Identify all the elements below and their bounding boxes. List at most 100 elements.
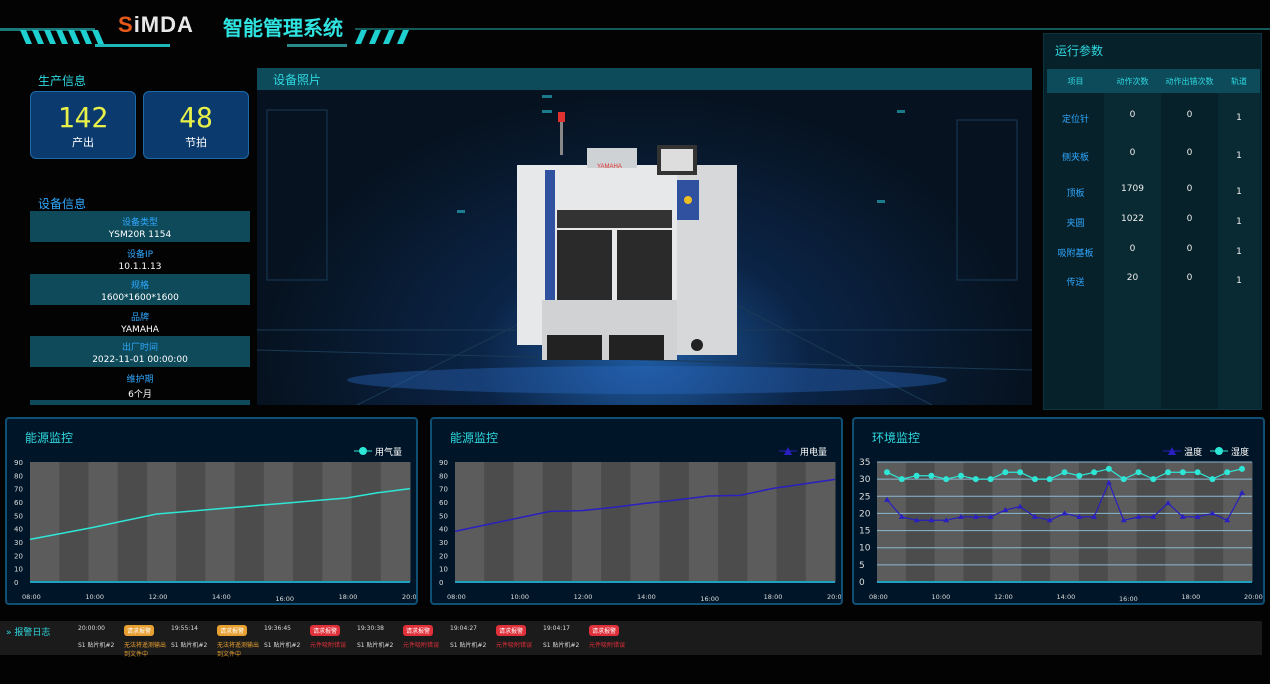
param-value: 0: [1129, 148, 1136, 158]
data-point: [1120, 517, 1127, 523]
column-header: 动作次数: [1116, 77, 1149, 86]
device-field-key: 规格: [130, 281, 149, 291]
chart-title: 能源监控: [25, 431, 74, 445]
plot-band: [1165, 462, 1195, 582]
x-tick-label: 14:00: [1057, 593, 1076, 601]
y-tick-label: 5: [859, 561, 865, 571]
legend-item[interactable]: 温度: [1163, 445, 1202, 458]
param-value: 20: [1126, 273, 1139, 283]
param-value: 0: [1186, 148, 1193, 158]
y-tick-label: 30: [14, 539, 23, 547]
alarm-badge: 请求报警: [496, 625, 527, 636]
device-field-key: 品牌: [130, 313, 149, 323]
device-field: 设备IP 10.1.1.13: [30, 243, 250, 274]
data-point: [1091, 469, 1098, 476]
x-tick-label: 08:00: [22, 593, 41, 601]
x-tick-label: 18:00: [1182, 593, 1201, 601]
alarm-entry[interactable]: 19:55:14 请求报警 S1 贴片机#2 无法将遥测输出到文件中: [171, 625, 264, 658]
x-tick-label: 20:00: [1244, 593, 1263, 601]
photo-title: 设备照片: [257, 68, 1032, 90]
device-field-key: 设备IP: [126, 250, 154, 260]
data-point: [972, 476, 979, 483]
data-point: [1194, 469, 1201, 476]
alarm-entry[interactable]: 19:36:45 请求报警 S1 贴片机#2 元件吸附错误: [264, 625, 357, 649]
chart-plot: 0 10 20 30 40 50 60 70 80 90 08:00 10:00 12:00 14:00 1…: [439, 459, 841, 603]
data-point: [898, 513, 905, 519]
data-point: [884, 469, 890, 476]
legend-triangle-icon: [1163, 447, 1182, 455]
alarm-time: 19:30:38: [357, 625, 384, 632]
chart-plot: 0 10 20 30 40 50 60 70 80 90 08:00 10:00 12:00 14:00 1…: [14, 459, 416, 603]
y-tick-label: 70: [439, 486, 448, 494]
kpi-output: 142 产出: [30, 91, 136, 159]
device-field-value: 1600*1600*1600: [101, 293, 179, 303]
y-tick-label: 25: [859, 492, 870, 502]
data-point: [913, 472, 920, 479]
plot-band: [542, 462, 573, 582]
data-point: [1120, 476, 1127, 483]
device-field-value: 2022-11-01 00:00:00: [92, 355, 188, 365]
param-value: 1709: [1121, 184, 1144, 194]
equipment-photo: YAMAHA: [257, 90, 1032, 405]
param-value: 0: [1186, 110, 1193, 120]
alarm-time: 19:55:14: [171, 625, 198, 632]
legend-item[interactable]: 用电量: [779, 445, 827, 458]
param-name: 定位针: [1061, 115, 1089, 125]
y-tick-label: 30: [859, 475, 871, 485]
plot-band: [992, 462, 1022, 582]
alarm-entry[interactable]: 20:00:00 请求报警 S1 贴片机#2 无法将遥测输出到文件中: [78, 625, 171, 658]
legend-item[interactable]: 用气量: [354, 445, 402, 458]
y-tick-label: 35: [859, 458, 870, 468]
y-tick-label: 10: [859, 544, 871, 554]
alarm-message: 元件吸附错误: [403, 642, 440, 649]
x-tick-label: 12:00: [994, 593, 1013, 601]
alarm-source: S1 贴片机#2: [264, 642, 301, 649]
device-field-key: 设备类型: [121, 218, 158, 228]
plot-band: [322, 462, 353, 582]
alarm-time: 19:36:45: [264, 625, 291, 632]
series-line: [29, 487, 411, 541]
y-tick-label: 0: [439, 579, 443, 587]
y-tick-label: 20: [859, 509, 871, 519]
alarm-message: 元件吸附错误: [589, 642, 626, 649]
alarm-badge: 请求报警: [310, 625, 341, 636]
param-value: 1: [1236, 151, 1242, 161]
data-point: [1091, 513, 1098, 519]
page-title: 智能管理系统: [223, 16, 343, 40]
data-point: [943, 476, 950, 483]
alarm-source: S1 贴片机#2: [357, 642, 394, 649]
plot-band: [747, 462, 778, 582]
chart-legend: 用气量: [354, 445, 402, 458]
chart-panel: 环境监控 温度 湿度 0 5 10 15 20 25 30 35 08:00 10:00 12:00 1…: [852, 417, 1265, 605]
plot-band: [688, 462, 719, 582]
param-value: 1: [1236, 113, 1242, 123]
alarm-log-title[interactable]: » 报警日志: [6, 628, 51, 638]
alarm-entry[interactable]: 19:30:38 请求报警 S1 贴片机#2 元件吸附错误: [357, 625, 450, 649]
run-params-title: 运行参数: [1055, 44, 1104, 58]
chart-title: 能源监控: [450, 431, 499, 445]
data-point: [1239, 465, 1245, 472]
chart-legend: 用电量: [779, 445, 827, 458]
plot-band: [455, 462, 485, 582]
alarm-entry[interactable]: 19:04:27 请求报警 S1 贴片机#2 元件吸附错误: [450, 625, 543, 649]
data-point: [1135, 513, 1142, 519]
device-field: 品牌 YAMAHA: [30, 306, 250, 337]
param-name: 传送: [1066, 278, 1085, 288]
data-point: [928, 517, 935, 523]
device-field-value: YAMAHA: [121, 325, 159, 335]
legend-item[interactable]: 湿度: [1210, 445, 1249, 458]
data-point: [972, 513, 979, 519]
data-point: [1031, 476, 1038, 483]
device-info-title: 设备信息: [38, 197, 87, 211]
x-tick-label: 10:00: [85, 593, 104, 601]
data-point: [1061, 510, 1068, 516]
y-tick-label: 50: [14, 512, 23, 520]
x-tick-label: 08:00: [447, 593, 466, 601]
y-tick-label: 70: [14, 486, 23, 494]
plot-band: [1078, 462, 1109, 582]
device-field: 维护期 6个月: [30, 368, 250, 400]
alarm-entry[interactable]: 19:04:17 请求报警 S1 贴片机#2 元件吸附错误: [543, 625, 636, 649]
plot-band: [1136, 462, 1166, 582]
plot-band: [776, 462, 807, 582]
kpi-cycle: 48 节拍: [143, 91, 249, 159]
